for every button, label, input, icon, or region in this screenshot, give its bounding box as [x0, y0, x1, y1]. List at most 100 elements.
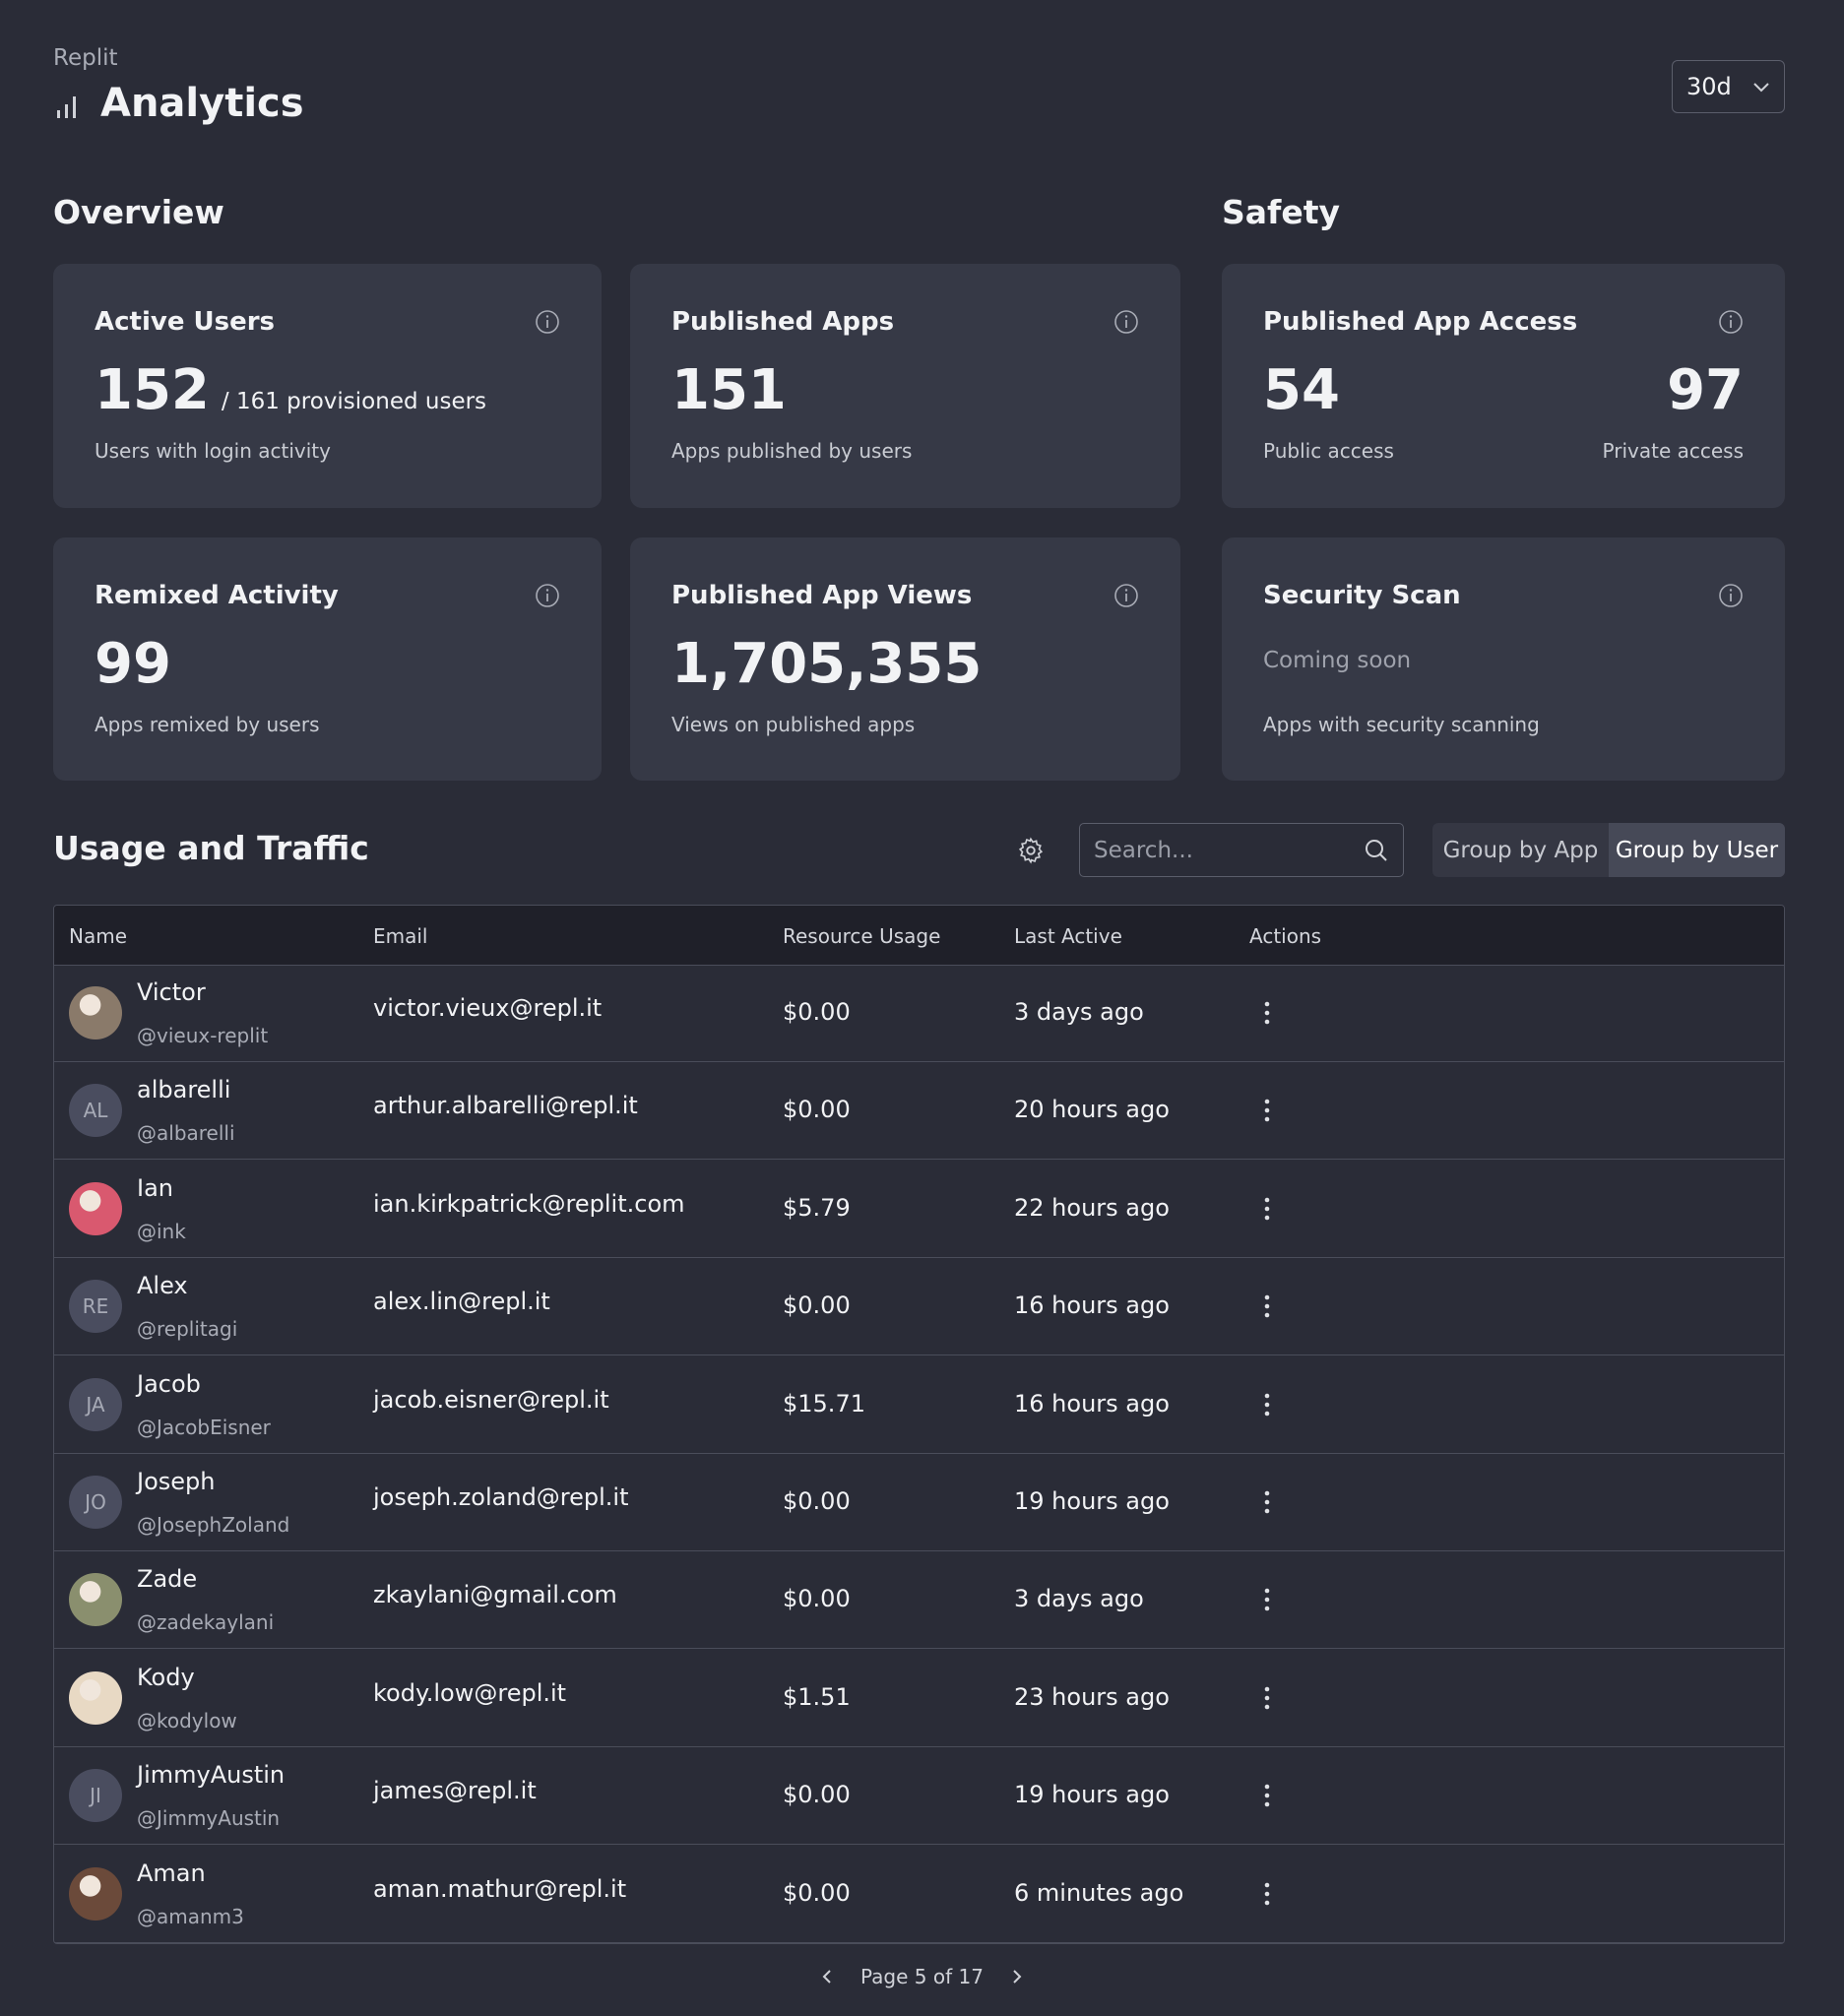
- card-value: 99: [95, 632, 171, 696]
- user-handle: @JimmyAustin: [137, 1806, 281, 1831]
- table-row: JI JimmyAustin @JimmyAustin james@repl.it $0…: [54, 1747, 1784, 1846]
- settings-icon[interactable]: [1017, 837, 1045, 864]
- row-actions[interactable]: [1263, 1685, 1271, 1711]
- user-handle: @ink: [137, 1219, 186, 1243]
- user-email: arthur.albarelli@repl.it: [373, 1092, 638, 1120]
- resource-usage: $0.00: [783, 1878, 851, 1907]
- table-row: JO Joseph @JosephZoland joseph.zoland@repl.…: [54, 1454, 1784, 1551]
- user-name: Aman: [137, 1858, 206, 1887]
- chevron-icon: [1753, 83, 1769, 93]
- row-actions[interactable]: [1263, 1881, 1271, 1907]
- column-header: Resource Usage: [783, 924, 941, 948]
- avatar: [69, 1181, 122, 1235]
- private-value: 97: [1667, 358, 1744, 422]
- search-box[interactable]: Search...: [1079, 823, 1404, 877]
- group-toggle: Group by App Group by User: [1432, 823, 1785, 877]
- user-name: Victor: [137, 978, 206, 1006]
- last-active: 16 hours ago: [1014, 1389, 1170, 1418]
- group-button[interactable]: Group by User: [1609, 823, 1785, 877]
- row-actions[interactable]: [1263, 1000, 1271, 1026]
- prev-page[interactable]: [819, 1968, 835, 1985]
- pagination: Page 5 of 17: [0, 1965, 1844, 1988]
- row-actions[interactable]: [1263, 1783, 1271, 1808]
- card-value: 152: [95, 358, 210, 422]
- user-name: Alex: [137, 1272, 188, 1300]
- page-indicator: Page 5 of 17: [860, 1965, 984, 1988]
- card-title: Published Apps: [671, 307, 895, 337]
- resource-usage: $0.00: [783, 1487, 851, 1515]
- user-handle: @JacobEisner: [137, 1415, 271, 1439]
- card-caption: Users with login activity: [95, 439, 331, 463]
- resource-usage: $15.71: [783, 1389, 865, 1418]
- column-header: Name: [69, 924, 128, 948]
- avatar: AL: [69, 1084, 122, 1138]
- public-label: Public access: [1263, 439, 1394, 463]
- table-header: Name Email Resource Usage Last Active Action…: [54, 906, 1784, 966]
- row-actions[interactable]: [1263, 1293, 1271, 1319]
- card-value-row: 152 / 161 provisioned users: [95, 358, 486, 422]
- last-active: 19 hours ago: [1014, 1781, 1170, 1809]
- table-row: RE Alex @replitagi alex.lin@repl.it $0.00 16 …: [54, 1258, 1784, 1356]
- scan-status: Coming soon: [1263, 648, 1412, 673]
- card-caption: Views on published apps: [671, 713, 916, 736]
- last-active: 16 hours ago: [1014, 1292, 1170, 1320]
- avatar: JI: [69, 1769, 122, 1823]
- info-icon[interactable]: [1113, 583, 1139, 608]
- avatar: JO: [69, 1476, 122, 1529]
- avatar: JA: [69, 1377, 122, 1431]
- last-active: 3 days ago: [1014, 998, 1144, 1026]
- last-active: 22 hours ago: [1014, 1193, 1170, 1222]
- table-row: Kody @kodylow kody.low@repl.it $1.51 23 hour…: [54, 1650, 1784, 1747]
- metric-card: Remixed Activity 99 Apps remixed by users: [53, 537, 602, 781]
- row-actions[interactable]: [1263, 1392, 1271, 1418]
- info-icon[interactable]: [1113, 309, 1139, 335]
- avatar: [69, 1573, 122, 1627]
- user-name: JimmyAustin: [137, 1761, 286, 1790]
- info-icon[interactable]: [535, 309, 560, 335]
- scan-card: Security Scan Coming soon Apps with secu…: [1222, 537, 1785, 781]
- usage-table: Name Email Resource Usage Last Active Action…: [53, 905, 1785, 1944]
- search-placeholder: Search...: [1094, 837, 1193, 863]
- card-value-row: 1,705,355: [671, 632, 982, 696]
- table-row: Victor @vieux-replit victor.vieux@repl.it $…: [54, 965, 1784, 1062]
- row-actions[interactable]: [1263, 1587, 1271, 1612]
- public-value: 54: [1263, 358, 1340, 422]
- range-select[interactable]: 30d: [1672, 60, 1785, 113]
- card-caption: Apps remixed by users: [95, 713, 320, 736]
- card-title: Remixed Activity: [95, 581, 339, 610]
- table-row: Zade @zadekaylani zkaylani@gmail.com $0.00 3…: [54, 1551, 1784, 1650]
- resource-usage: $1.51: [783, 1682, 851, 1711]
- brand: Replit: [53, 45, 118, 71]
- user-email: joseph.zoland@repl.it: [373, 1483, 629, 1511]
- row-actions[interactable]: [1263, 1098, 1271, 1123]
- card-title: Security Scan: [1263, 581, 1461, 610]
- overview-heading: Overview: [53, 193, 224, 231]
- resource-usage: $5.79: [783, 1193, 851, 1222]
- info-icon[interactable]: [1718, 583, 1744, 608]
- info-icon[interactable]: [535, 583, 560, 608]
- column-header: Last Active: [1014, 924, 1122, 948]
- page-title: Analytics: [100, 81, 304, 126]
- user-handle: @replitagi: [137, 1317, 238, 1342]
- private-label: Private access: [1602, 439, 1744, 463]
- resource-usage: $0.00: [783, 1292, 851, 1320]
- table-row: JA Jacob @JacobEisner jacob.eisner@repl.it $…: [54, 1356, 1784, 1454]
- table-row: Aman @amanm3 aman.mathur@repl.it $0.00 6 min…: [54, 1846, 1784, 1943]
- card-value-row: 151: [671, 358, 787, 422]
- group-button[interactable]: Group by App: [1442, 837, 1599, 863]
- card-title: Published App Views: [671, 581, 973, 610]
- row-actions[interactable]: [1263, 1489, 1271, 1515]
- resource-usage: $0.00: [783, 1096, 851, 1124]
- last-active: 3 days ago: [1014, 1585, 1144, 1613]
- resource-usage: $0.00: [783, 1781, 851, 1809]
- next-page[interactable]: [1009, 1968, 1025, 1985]
- user-handle: @kodylow: [137, 1708, 237, 1732]
- user-email: james@repl.it: [373, 1777, 537, 1805]
- usage-heading: Usage and Traffic: [53, 829, 369, 867]
- avatar: [69, 986, 122, 1040]
- info-icon[interactable]: [1718, 309, 1744, 335]
- card-title: Active Users: [95, 307, 276, 337]
- avatar: RE: [69, 1280, 122, 1334]
- row-actions[interactable]: [1263, 1196, 1271, 1222]
